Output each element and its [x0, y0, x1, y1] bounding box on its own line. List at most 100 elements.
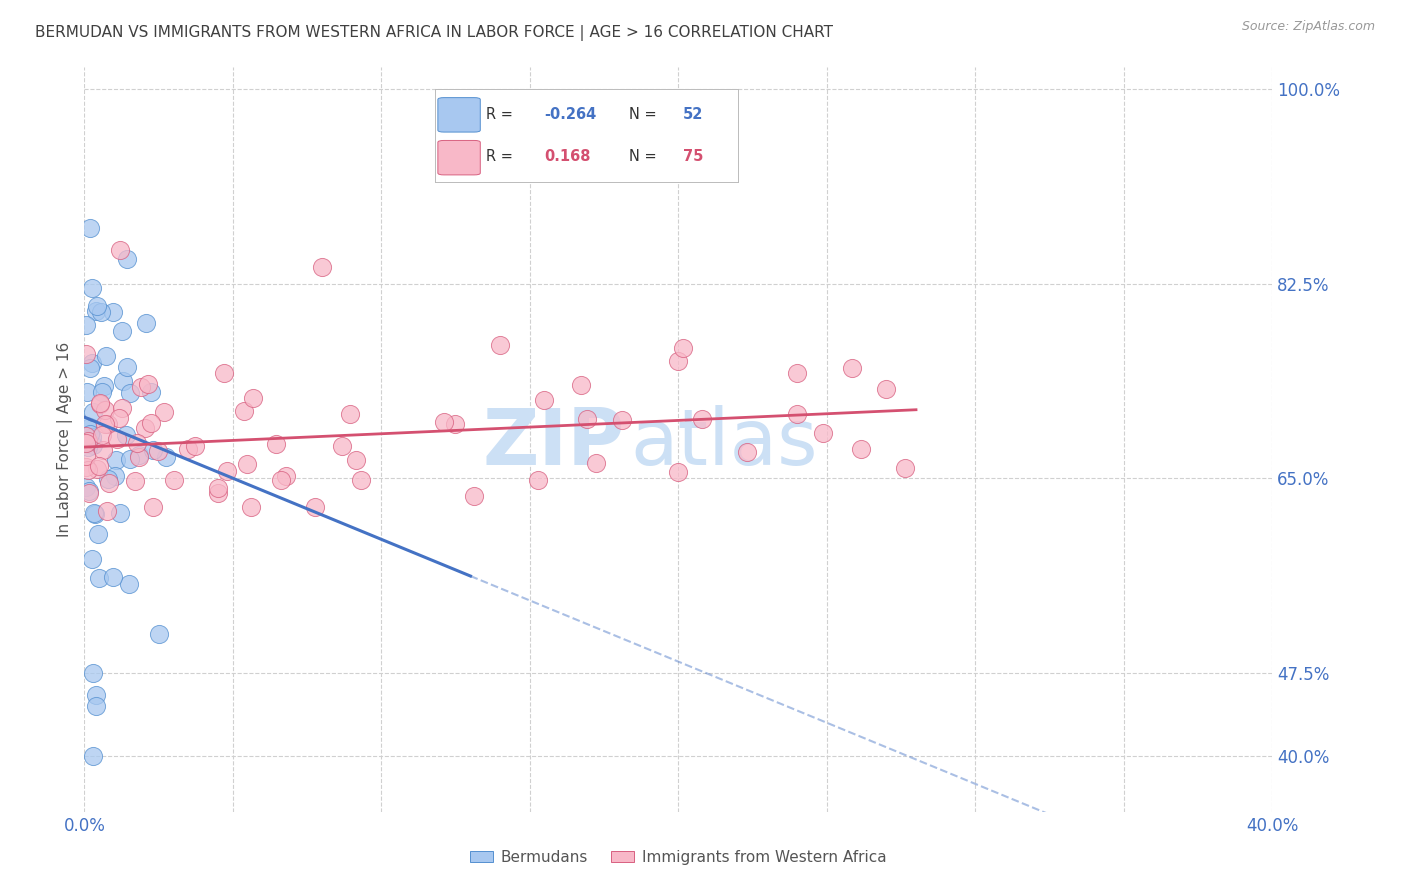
Point	[124, 474, 146, 488]
Point	[76, 434, 98, 448]
Point	[155, 450, 177, 464]
Point	[77, 486, 100, 500]
Point	[79, 361, 101, 376]
Point	[786, 407, 808, 421]
Point	[131, 379, 153, 393]
Point	[433, 415, 456, 429]
Point	[811, 425, 834, 440]
Point	[239, 500, 262, 514]
Point	[75, 347, 97, 361]
Point	[101, 570, 124, 584]
Point	[79, 221, 101, 235]
Point	[139, 384, 162, 399]
Point	[75, 433, 97, 447]
Text: ZIP: ZIP	[482, 405, 624, 481]
Point	[79, 419, 101, 434]
Point	[672, 341, 695, 355]
Point	[80, 551, 103, 566]
Point	[276, 469, 298, 483]
Point	[339, 408, 361, 422]
Point	[875, 382, 897, 396]
Point	[82, 356, 104, 370]
Point	[120, 386, 142, 401]
Point	[207, 481, 229, 495]
Point	[76, 385, 98, 400]
Point	[526, 473, 548, 487]
Point	[110, 325, 132, 339]
Point	[575, 412, 598, 426]
Point	[82, 665, 104, 680]
Point	[82, 437, 104, 451]
Text: atlas: atlas	[631, 405, 818, 481]
Point	[96, 504, 118, 518]
Point	[90, 305, 112, 319]
Point	[90, 428, 112, 442]
Point	[75, 318, 97, 332]
Point	[97, 472, 120, 486]
Point	[89, 396, 111, 410]
Point	[80, 281, 103, 295]
Point	[142, 500, 165, 515]
Point	[97, 417, 120, 431]
Point	[115, 252, 138, 266]
Point	[146, 444, 169, 458]
Point	[153, 405, 176, 419]
Point	[128, 450, 150, 464]
Point	[75, 435, 97, 450]
Point	[311, 260, 333, 274]
Point	[585, 456, 607, 470]
Point	[93, 379, 115, 393]
Point	[344, 453, 367, 467]
Point	[163, 473, 186, 487]
Point	[89, 571, 111, 585]
Point	[207, 486, 229, 500]
Point	[117, 360, 139, 375]
Point	[89, 397, 111, 411]
Point	[894, 460, 917, 475]
Point	[841, 361, 863, 376]
Point	[87, 527, 110, 541]
Point	[270, 473, 292, 487]
Point	[86, 298, 108, 312]
Point	[148, 627, 170, 641]
Point	[136, 377, 159, 392]
Point	[330, 439, 353, 453]
Point	[264, 437, 287, 451]
Point	[84, 508, 107, 522]
Point	[94, 403, 117, 417]
Point	[105, 432, 128, 446]
Point	[80, 430, 103, 444]
Point	[668, 465, 690, 479]
Point	[101, 305, 124, 319]
Point	[668, 354, 690, 368]
Point	[569, 377, 592, 392]
Y-axis label: In Labor Force | Age > 16: In Labor Force | Age > 16	[58, 342, 73, 537]
Point	[90, 384, 112, 399]
Point	[118, 452, 141, 467]
Point	[91, 442, 114, 457]
Text: Source: ZipAtlas.com: Source: ZipAtlas.com	[1241, 20, 1375, 33]
Point	[86, 462, 108, 476]
Point	[350, 473, 373, 487]
Point	[217, 464, 239, 478]
Point	[111, 401, 134, 415]
Point	[84, 688, 107, 702]
Point	[75, 480, 97, 494]
Point	[612, 413, 634, 427]
Text: BERMUDAN VS IMMIGRANTS FROM WESTERN AFRICA IN LABOR FORCE | AGE > 16 CORRELATION: BERMUDAN VS IMMIGRANTS FROM WESTERN AFRI…	[35, 25, 834, 41]
Point	[108, 244, 131, 258]
Point	[115, 428, 138, 442]
Point	[79, 427, 101, 442]
Point	[127, 435, 149, 450]
Point	[184, 439, 207, 453]
Point	[98, 475, 121, 490]
Point	[75, 429, 97, 443]
Point	[236, 457, 259, 471]
Point	[463, 489, 485, 503]
Point	[104, 468, 127, 483]
Point	[212, 366, 235, 380]
Point	[177, 442, 200, 456]
Point	[489, 338, 512, 352]
Point	[128, 448, 150, 462]
Point	[142, 442, 165, 457]
